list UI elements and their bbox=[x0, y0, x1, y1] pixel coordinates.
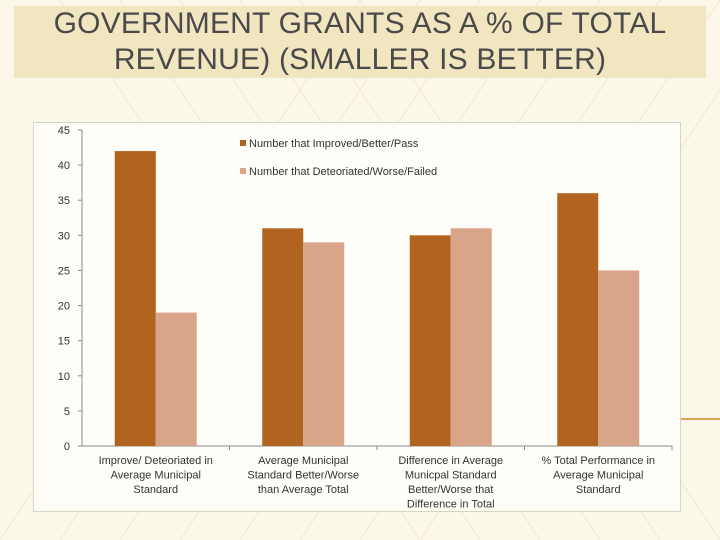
y-tick-label: 0 bbox=[64, 441, 70, 453]
x-category-label-line: % Total Performance in bbox=[541, 455, 655, 467]
bar-deteriorated bbox=[450, 228, 492, 446]
bar-deteriorated bbox=[155, 312, 197, 446]
x-category-label: Difference in Average Municpal Standard Be… bbox=[398, 455, 503, 511]
x-category-label-line: Better/Worse that bbox=[408, 484, 493, 496]
bar-improved bbox=[262, 228, 304, 446]
x-category-label-line: Standard Better/Worse bbox=[247, 470, 359, 482]
y-tick-label: 20 bbox=[58, 301, 70, 313]
slide-title: GOVERNMENT GRANTS AS A % OF TOTAL REVENU… bbox=[14, 6, 706, 78]
x-category-label-line: Standard bbox=[133, 484, 178, 496]
x-category-label: % Total Performance in Average Municipal S… bbox=[541, 455, 655, 496]
x-category-label-line: Improve/ Deteoriated in bbox=[99, 455, 213, 467]
x-category-label-line: Average Municipal bbox=[258, 455, 348, 467]
title-band bbox=[14, 6, 706, 78]
slide-title-line-2: REVENUE) (SMALLER IS BETTER) bbox=[113, 43, 607, 76]
bar-improved bbox=[409, 235, 451, 446]
x-category-label-line: Average Municipal bbox=[111, 470, 201, 482]
y-tick-label: 5 bbox=[64, 406, 70, 418]
bar-improved bbox=[114, 151, 156, 447]
accent-rule bbox=[681, 418, 720, 420]
y-tick-label: 30 bbox=[58, 230, 70, 242]
bar-improved bbox=[557, 193, 599, 446]
y-tick-label: 45 bbox=[58, 125, 70, 137]
x-category-label-line: Municpal Standard bbox=[405, 470, 497, 482]
x-category-label: Average Municipal Standard Better/Worse th… bbox=[247, 455, 359, 496]
y-tick-label: 10 bbox=[58, 371, 70, 383]
legend-swatch bbox=[240, 168, 246, 174]
slide-title-line-1: GOVERNMENT GRANTS AS A % OF TOTAL bbox=[53, 7, 667, 40]
x-category-label-line: Difference in Average bbox=[398, 455, 503, 467]
legend-swatch bbox=[240, 140, 246, 146]
x-category-label-line: than Average Total bbox=[258, 484, 349, 496]
y-tick-label: 25 bbox=[58, 265, 70, 277]
y-tick-label: 40 bbox=[58, 160, 70, 172]
x-category-label-line: Average Municipal bbox=[553, 470, 643, 482]
legend-label: Number that Improved/Better/Pass bbox=[249, 138, 419, 150]
y-tick-label: 35 bbox=[58, 195, 70, 207]
x-category-label-line: Standard bbox=[576, 484, 621, 496]
legend-label: Number that Deteoriated/Worse/Failed bbox=[249, 166, 437, 178]
x-category-label: Improve/ Deteoriated in Average Municipal… bbox=[99, 455, 213, 496]
y-tick-label: 15 bbox=[58, 336, 70, 348]
x-category-label-line: Difference in Total bbox=[407, 499, 495, 511]
bar-deteriorated bbox=[598, 270, 640, 446]
bar-deteriorated bbox=[303, 242, 345, 446]
